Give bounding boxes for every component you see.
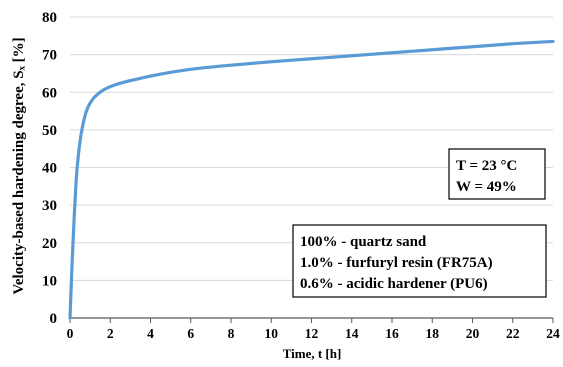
- composition-line-1: 100% - quartz sand: [300, 234, 427, 250]
- x-tick-label: 16: [385, 326, 399, 341]
- conditions-box: T = 23 °C W = 49%: [448, 148, 546, 200]
- x-tick-label: 20: [466, 326, 480, 341]
- composition-line-2: 1.0% - furfuryl resin (FR75A): [300, 255, 493, 271]
- x-tick-labels: 0 2 4 6 8 10 12 14 16 18 20 22 24: [67, 326, 560, 341]
- x-axis-title: Time, t [h]: [283, 346, 342, 361]
- y-tick-label: 0: [50, 311, 58, 327]
- x-tick-label: 22: [506, 326, 520, 341]
- x-tick-label: 12: [305, 326, 319, 341]
- x-tick-label: 24: [546, 326, 560, 341]
- y-tick-label: 20: [42, 236, 57, 252]
- x-tick-label: 0: [67, 326, 74, 341]
- axes: [69, 317, 554, 323]
- composition-line-3: 0.6% - acidic hardener (PU6): [300, 276, 488, 292]
- x-tick-label: 2: [107, 326, 114, 341]
- x-tick-label: 14: [345, 326, 359, 341]
- y-axis-title: Velocity-based hardening degree, Sₓ [%]: [11, 37, 27, 294]
- series-line: [68, 39, 555, 320]
- x-tick-label: 8: [228, 326, 235, 341]
- x-tick-label: 18: [426, 326, 440, 341]
- y-tick-label: 50: [42, 123, 57, 139]
- x-tick-label: 6: [187, 326, 194, 341]
- composition-box: 100% - quartz sand 1.0% - furfuryl resin…: [292, 224, 547, 298]
- x-tick-label: 4: [147, 326, 154, 341]
- temperature-label: T = 23 °C: [456, 158, 517, 174]
- y-tick-label: 80: [42, 10, 57, 26]
- gridlines: [70, 16, 553, 281]
- y-tick-label: 60: [42, 85, 57, 101]
- y-tick-label: 30: [42, 198, 57, 214]
- moisture-label: W = 49%: [456, 179, 517, 195]
- x-tick-label: 10: [265, 326, 279, 341]
- y-tick-labels: 0 10 20 30 40 50 60 70 80: [42, 10, 57, 327]
- series-layer: [68, 39, 555, 320]
- y-tick-label: 40: [42, 161, 57, 177]
- y-tick-label: 70: [42, 48, 57, 64]
- y-tick-label: 10: [42, 273, 57, 289]
